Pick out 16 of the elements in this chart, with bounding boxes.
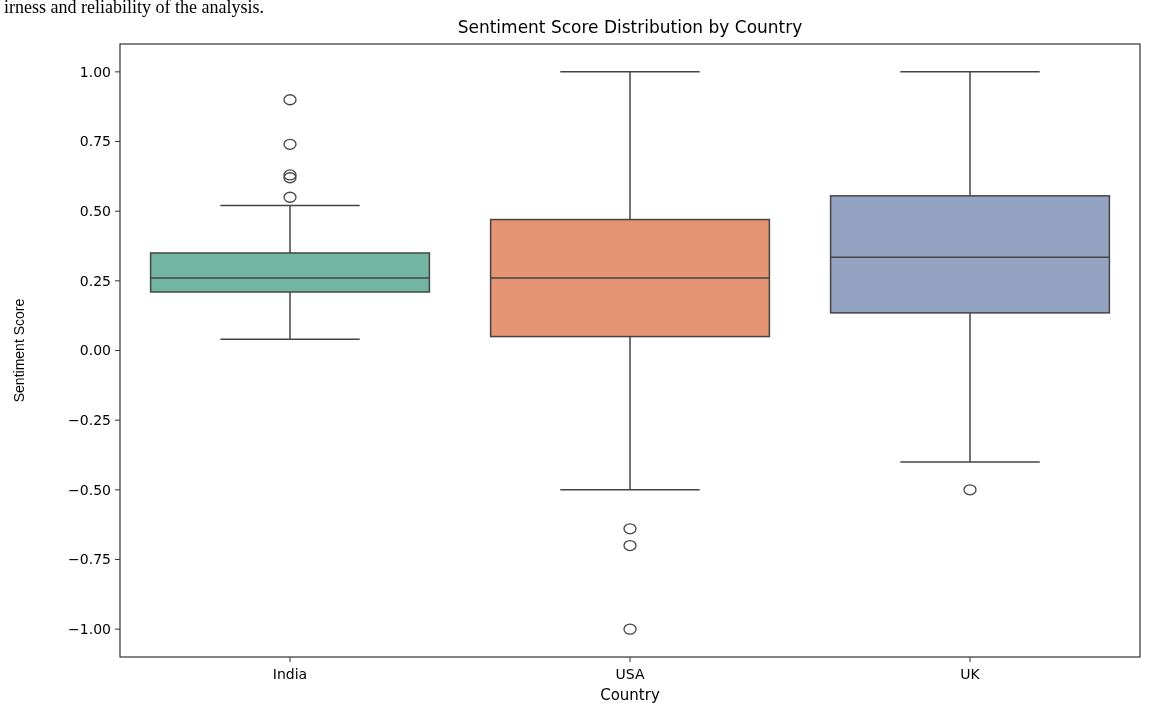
x-tick-label: India: [272, 666, 308, 682]
x-tick-label: USA: [615, 666, 645, 682]
y-tick-label: −0.50: [68, 481, 111, 498]
y-tick-label: −1.00: [68, 621, 111, 638]
y-tick-label: 0.50: [79, 203, 111, 220]
text: irness and reliability of the analysis.: [4, 0, 264, 17]
y-axis-title: Sentiment Score: [11, 298, 27, 403]
y-tick-label: −0.25: [68, 412, 111, 429]
y-tick-label: 1.00: [79, 63, 111, 80]
y-tick-label: 0.75: [79, 133, 111, 150]
chart-title: Sentiment Score Distribution by Country: [457, 17, 803, 37]
y-tick-label: 0.00: [79, 342, 111, 359]
x-axis-title: Country: [600, 686, 660, 704]
x-tick-label: UK: [960, 666, 981, 682]
y-tick-label: −0.75: [68, 551, 111, 568]
y-tick-label: 0.25: [79, 272, 111, 289]
